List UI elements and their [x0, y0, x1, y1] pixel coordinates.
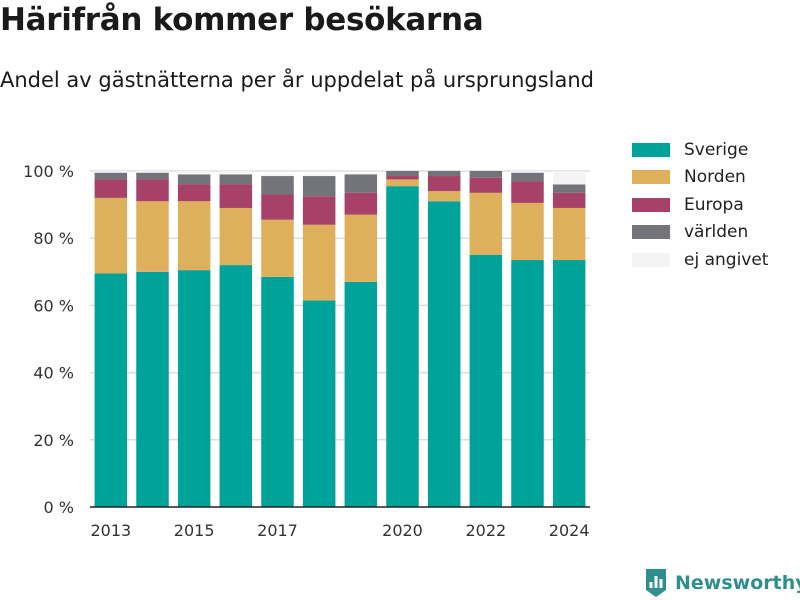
legend-swatch: [632, 197, 670, 212]
bar-segment: [427, 191, 461, 202]
bar-segment: [219, 174, 253, 185]
y-tick-label: 40 %: [33, 364, 74, 383]
bar-segment: [219, 171, 253, 175]
bar-segment: [511, 181, 544, 203]
bar-segment: [386, 179, 419, 187]
bar-segment: [386, 186, 419, 507]
y-tick-label: 20 %: [33, 431, 74, 450]
bar-segment: [386, 171, 419, 177]
y-tick-label: 80 %: [33, 229, 74, 248]
bar-segment: [511, 202, 544, 261]
x-tick-label: 2013: [90, 521, 131, 540]
chart-title: Härifrån kommer besökarna: [0, 2, 484, 38]
legend-label: Sverige: [684, 139, 749, 160]
bar-segment: [302, 196, 336, 225]
bar-segment: [344, 192, 378, 215]
bar-segment: [552, 171, 586, 185]
bar-segment: [427, 176, 461, 192]
legend-item: Europa: [632, 191, 768, 219]
bar-segment: [94, 171, 128, 173]
legend-item: Sverige: [632, 136, 768, 164]
legend-item: Norden: [632, 164, 768, 192]
x-tick-label: 2015: [174, 521, 215, 540]
bar-segment: [302, 224, 336, 301]
bar-segment: [177, 201, 211, 271]
y-tick-label: 60 %: [33, 296, 74, 315]
legend-label: ej angivet: [684, 249, 769, 270]
bar-segment: [94, 197, 128, 274]
bar-segment: [136, 201, 169, 272]
bar-segment: [177, 174, 211, 185]
bar-segment: [469, 177, 503, 193]
bar-segment: [344, 172, 378, 175]
bar-segment: [469, 255, 503, 507]
bar-segment: [427, 171, 461, 177]
bar-segment: [302, 300, 336, 507]
legend-swatch: [632, 252, 670, 267]
bar-segment: [552, 260, 586, 507]
bar-segment: [219, 184, 253, 208]
bar-segment: [177, 171, 211, 175]
bar-segment: [344, 281, 378, 507]
newsworthy-logo-icon: [646, 569, 666, 597]
bar-segment: [136, 172, 169, 180]
bar-segment: [94, 179, 128, 198]
bar-segment: [94, 172, 128, 180]
bar-segment: [94, 273, 128, 507]
x-tick-label: 2020: [382, 521, 423, 540]
bar-segment: [469, 171, 503, 178]
bar-segment: [136, 271, 169, 507]
legend-swatch: [632, 170, 670, 185]
bar-segment: [511, 260, 544, 507]
bar-segment: [386, 176, 419, 180]
y-tick-label: 100 %: [23, 162, 74, 181]
legend-swatch: [632, 142, 670, 157]
bar-segment: [261, 276, 294, 507]
bar-segment: [511, 171, 544, 173]
bar-segment: [261, 174, 294, 177]
bar-segment: [552, 184, 586, 193]
x-tick-label: 2024: [549, 521, 590, 540]
bar-segment: [302, 176, 336, 197]
bar-segment: [136, 171, 169, 173]
bar-segment: [511, 172, 544, 182]
bar-segment: [469, 192, 503, 255]
legend-label: Norden: [684, 167, 746, 188]
bar-segment: [136, 179, 169, 202]
bar-segment: [261, 194, 294, 220]
bar-segment: [261, 176, 294, 195]
bar-segment: [219, 265, 253, 507]
legend-swatch: [632, 225, 670, 240]
bar-segment: [219, 207, 253, 266]
bar-segment: [427, 201, 461, 508]
bar-segment: [177, 184, 211, 202]
legend-item: världen: [632, 219, 768, 247]
bar-segment: [344, 174, 378, 193]
bar-segment: [552, 192, 586, 208]
x-tick-label: 2017: [257, 521, 298, 540]
legend-item: ej angivet: [632, 246, 768, 274]
x-tick-label: 2022: [465, 521, 506, 540]
bar-segment: [302, 174, 336, 177]
bar-segment: [177, 270, 211, 507]
legend-label: Europa: [684, 194, 744, 215]
bar-segment: [344, 214, 378, 282]
y-tick-label: 0 %: [44, 498, 74, 517]
newsworthy-logo-text: Newsworthy: [675, 572, 800, 594]
legend-label: världen: [684, 222, 749, 243]
chart-legend: Sverige Norden Europa världen ej angivet: [632, 136, 768, 274]
newsworthy-logo: Newsworthy: [644, 568, 800, 598]
stacked-bar-chart: 0 % 20 % 40 % 60 % 80 % 100 % 2013 2015 2017 2020…: [23, 162, 590, 540]
bar-segment: [261, 219, 294, 277]
chart-subtitle: Andel av gästnätterna per år uppdelat på…: [0, 68, 594, 92]
bar-segment: [552, 207, 586, 261]
